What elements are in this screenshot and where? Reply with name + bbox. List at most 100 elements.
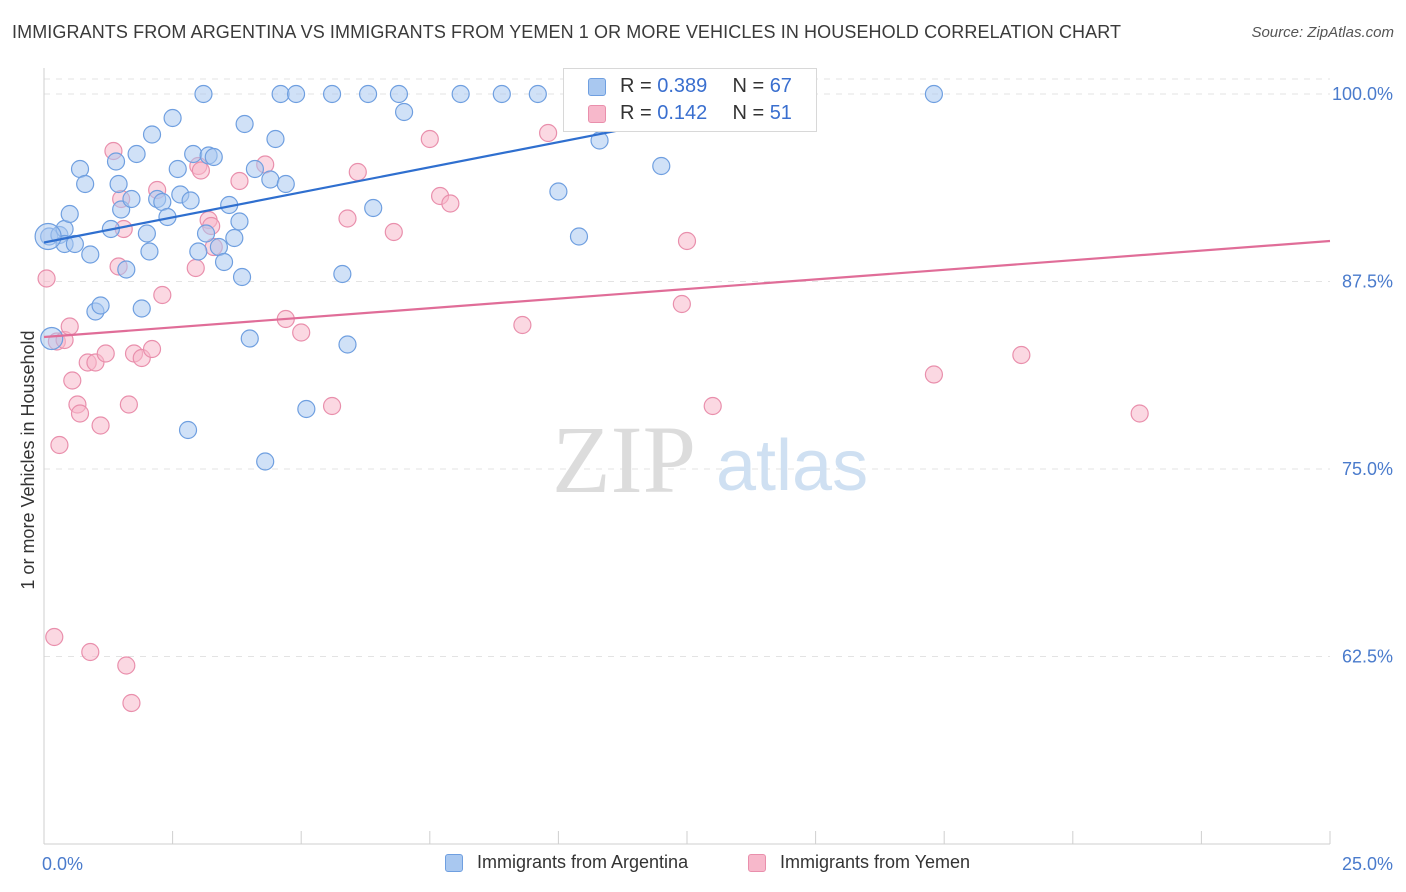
point-argentina bbox=[925, 86, 942, 103]
point-yemen bbox=[192, 162, 209, 179]
point-argentina bbox=[216, 254, 233, 271]
point-argentina bbox=[185, 146, 202, 163]
bottom-legend-label-argentina: Immigrants from Argentina bbox=[477, 852, 688, 873]
point-yemen bbox=[673, 296, 690, 313]
point-yemen bbox=[421, 131, 438, 148]
point-argentina bbox=[61, 206, 78, 223]
watermark: ZIP atlas bbox=[552, 406, 868, 513]
bottom-legend-label-yemen: Immigrants from Yemen bbox=[780, 852, 970, 873]
x-tick-label: 25.0% bbox=[1342, 854, 1393, 874]
y-tick-label: 62.5% bbox=[1342, 647, 1393, 667]
point-argentina bbox=[267, 131, 284, 148]
point-argentina bbox=[82, 246, 99, 263]
y-tick-label: 100.0% bbox=[1332, 84, 1393, 104]
legend-box: R = 0.389 N = 67 R = 0.142 N = 51 bbox=[563, 68, 817, 132]
point-argentina bbox=[339, 336, 356, 353]
point-yemen bbox=[385, 224, 402, 241]
point-argentina bbox=[118, 261, 135, 278]
point-argentina bbox=[234, 269, 251, 286]
point-argentina bbox=[334, 266, 351, 283]
point-yemen bbox=[293, 324, 310, 341]
point-yemen bbox=[120, 396, 137, 413]
bottom-legend-swatch-argentina bbox=[445, 854, 463, 872]
point-argentina bbox=[390, 86, 407, 103]
point-argentina bbox=[550, 183, 567, 200]
point-yemen bbox=[82, 644, 99, 661]
legend-swatch-argentina bbox=[588, 78, 606, 96]
point-yemen bbox=[38, 270, 55, 287]
y-tick-labels: 100.0% 87.5% 75.0% 62.5% bbox=[1332, 84, 1393, 667]
point-argentina-large bbox=[35, 224, 61, 250]
point-argentina bbox=[77, 176, 94, 193]
point-argentina bbox=[529, 86, 546, 103]
point-yemen bbox=[118, 657, 135, 674]
point-yemen bbox=[51, 437, 68, 454]
trend-line-yemen bbox=[44, 241, 1330, 337]
bottom-legend-swatch-yemen bbox=[748, 854, 766, 872]
point-argentina bbox=[324, 86, 341, 103]
point-yemen bbox=[72, 405, 89, 422]
point-yemen bbox=[46, 629, 63, 646]
point-yemen bbox=[144, 341, 161, 358]
legend-n-label: N = bbox=[732, 75, 764, 97]
gridlines bbox=[44, 79, 1330, 657]
scatter-chart: ZIP atlas 100.0%87.5%75.0%62.5% 0.0% 25.0… bbox=[0, 0, 1406, 892]
point-argentina bbox=[365, 200, 382, 217]
point-yemen bbox=[442, 195, 459, 212]
point-argentina bbox=[198, 225, 215, 242]
point-yemen bbox=[704, 398, 721, 415]
point-argentina bbox=[182, 192, 199, 209]
point-argentina bbox=[169, 161, 186, 178]
point-argentina bbox=[236, 116, 253, 133]
point-argentina bbox=[205, 149, 222, 166]
y-axis-label: 1 or more Vehicles in Household bbox=[18, 330, 38, 589]
point-argentina bbox=[246, 161, 263, 178]
point-argentina bbox=[493, 86, 510, 103]
legend-r-value: 0.142 bbox=[657, 102, 707, 124]
legend-n-label: N = bbox=[732, 102, 764, 124]
point-argentina bbox=[231, 213, 248, 230]
point-yemen bbox=[64, 372, 81, 389]
y-tick-label: 75.0% bbox=[1342, 459, 1393, 479]
point-argentina bbox=[195, 86, 212, 103]
point-argentina bbox=[396, 104, 413, 121]
point-argentina bbox=[277, 176, 294, 193]
legend-r-value: 0.389 bbox=[657, 75, 707, 97]
point-yemen bbox=[925, 366, 942, 383]
point-argentina bbox=[128, 146, 145, 163]
point-yemen bbox=[1013, 347, 1030, 364]
point-yemen bbox=[514, 317, 531, 334]
legend-r-label: R = bbox=[620, 102, 652, 124]
point-argentina bbox=[133, 300, 150, 317]
x-tick-labels: 0.0% 25.0% bbox=[42, 854, 1393, 874]
point-argentina bbox=[298, 401, 315, 418]
legend-n-value: 67 bbox=[770, 75, 792, 97]
legend-n-value: 51 bbox=[770, 102, 792, 124]
point-argentina bbox=[141, 243, 158, 260]
x-tick-label: 0.0% bbox=[42, 854, 83, 874]
point-yemen bbox=[154, 287, 171, 304]
point-argentina bbox=[360, 86, 377, 103]
legend-r-label: R = bbox=[620, 75, 652, 97]
point-yemen bbox=[324, 398, 341, 415]
point-argentina bbox=[138, 225, 155, 242]
point-argentina bbox=[180, 422, 197, 439]
point-argentina bbox=[110, 176, 127, 193]
point-argentina bbox=[653, 158, 670, 175]
point-argentina bbox=[257, 453, 274, 470]
point-argentina bbox=[570, 228, 587, 245]
point-yemen bbox=[61, 318, 78, 335]
point-yemen bbox=[97, 345, 114, 362]
series-argentina-points bbox=[35, 86, 942, 471]
point-argentina bbox=[164, 110, 181, 127]
watermark-atlas: atlas bbox=[716, 426, 868, 506]
point-argentina bbox=[190, 243, 207, 260]
point-yemen bbox=[1131, 405, 1148, 422]
point-yemen bbox=[679, 233, 696, 250]
legend-swatch-yemen bbox=[588, 105, 606, 123]
point-argentina bbox=[144, 126, 161, 143]
point-argentina bbox=[226, 230, 243, 247]
point-yemen bbox=[187, 260, 204, 277]
watermark-zip: ZIP bbox=[552, 406, 696, 513]
point-yemen bbox=[540, 125, 557, 142]
